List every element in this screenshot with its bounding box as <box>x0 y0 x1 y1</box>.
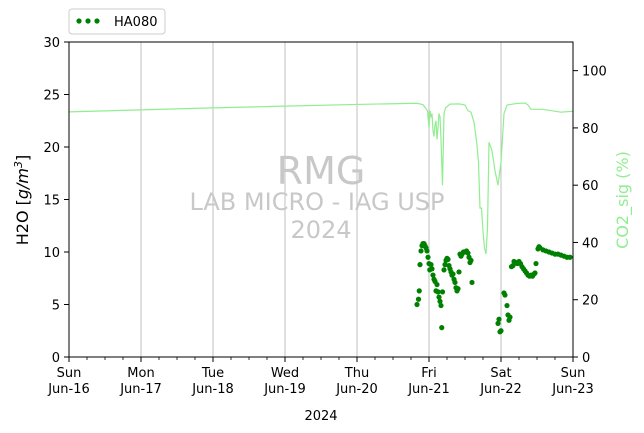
x-tick-day: Fri <box>421 366 437 381</box>
x-tick-day: Mon <box>127 366 154 381</box>
right-y-axis-label: CO2_sig (%) <box>613 151 633 249</box>
left-y-tick-label: 20 <box>43 141 60 156</box>
left-y-tick-label: 5 <box>52 299 60 314</box>
data-point <box>429 266 435 272</box>
data-point <box>428 262 434 268</box>
data-point <box>442 262 448 268</box>
watermark-line-2: LAB MICRO - IAG USP <box>189 188 444 216</box>
x-tick-day: Thu <box>344 366 369 381</box>
x-tick-date: Jun-21 <box>407 382 450 397</box>
data-point <box>533 260 539 267</box>
left-y-tick-label: 0 <box>52 351 60 366</box>
legend-dot <box>76 18 82 24</box>
data-point <box>445 256 451 262</box>
x-tick-day: Wed <box>271 366 299 381</box>
data-point <box>434 281 440 288</box>
legend-dot <box>94 18 100 24</box>
data-point <box>435 289 441 295</box>
x-tick-date: Jun-19 <box>263 382 306 397</box>
x-tick-date: Jun-16 <box>47 382 90 397</box>
right-y-axis: 0 20 40 60 80 100 <box>573 65 607 366</box>
data-point <box>450 271 456 277</box>
data-point <box>495 320 501 326</box>
data-point <box>498 328 504 334</box>
data-point <box>417 262 423 268</box>
data-point <box>496 316 502 322</box>
data-point <box>438 302 444 309</box>
data-point <box>436 294 442 300</box>
data-point <box>465 250 471 256</box>
right-y-tick-label: 20 <box>582 294 599 309</box>
data-point <box>567 254 573 260</box>
right-y-tick-label: 0 <box>582 351 590 366</box>
ha080-series <box>414 241 573 335</box>
data-point <box>456 269 462 275</box>
watermark: RMG LAB MICRO - IAG USP 2024 <box>189 149 444 244</box>
data-point <box>452 279 458 286</box>
x-tick-day: Sun <box>561 366 586 381</box>
right-y-tick-label: 100 <box>582 65 607 80</box>
data-point <box>441 267 447 273</box>
data-point <box>416 288 422 294</box>
x-tick-day: Sat <box>490 366 511 381</box>
data-point <box>430 272 436 278</box>
data-point <box>418 248 424 254</box>
x-axis: SunJun-16MonJun-17TueJun-18WedJun-19ThuJ… <box>47 357 594 397</box>
right-y-tick-label: 40 <box>582 236 599 251</box>
x-tick-date: Jun-23 <box>551 382 594 397</box>
data-point <box>468 257 474 263</box>
x-tick-date: Jun-17 <box>119 382 162 397</box>
legend: HA080 <box>68 8 166 35</box>
x-tick-day: Sun <box>57 366 82 381</box>
data-point <box>425 254 431 260</box>
x-tick-date: Jun-22 <box>479 382 522 397</box>
data-point <box>439 325 445 331</box>
x-tick-date: Jun-18 <box>191 382 234 397</box>
legend-marker-ha080 <box>76 18 100 24</box>
legend-box <box>68 8 166 35</box>
data-point <box>424 248 430 254</box>
data-point <box>507 314 513 320</box>
watermark-line-1: RMG <box>277 149 366 193</box>
watermark-line-3: 2024 <box>290 216 351 244</box>
co2-series <box>68 102 573 255</box>
left-y-tick-label: 30 <box>43 36 60 51</box>
data-point <box>469 279 475 286</box>
right-y-tick-label: 60 <box>582 179 599 194</box>
left-y-tick-label: 25 <box>43 89 60 104</box>
left-y-tick-label: 15 <box>43 194 60 209</box>
x-axis-label: 2024 <box>304 409 337 424</box>
left-y-axis-label: H2O [g/m3] <box>12 155 33 246</box>
data-point <box>439 289 446 295</box>
co2-line <box>68 102 573 255</box>
legend-label-ha080: HA080 <box>114 15 157 30</box>
data-point <box>502 292 508 298</box>
grid-lines <box>140 42 502 357</box>
data-point <box>415 296 422 302</box>
legend-dot <box>85 18 91 24</box>
left-y-axis: 0 5 10 15 20 25 30 <box>43 36 69 366</box>
data-point <box>414 301 420 308</box>
data-point <box>455 286 461 292</box>
x-tick-day: Tue <box>201 366 224 381</box>
x-tick-date: Jun-20 <box>335 382 378 397</box>
right-y-tick-label: 80 <box>582 122 599 137</box>
data-point <box>504 302 510 309</box>
data-point <box>532 270 538 276</box>
data-point <box>437 298 443 304</box>
left-y-tick-label: 10 <box>43 246 60 261</box>
